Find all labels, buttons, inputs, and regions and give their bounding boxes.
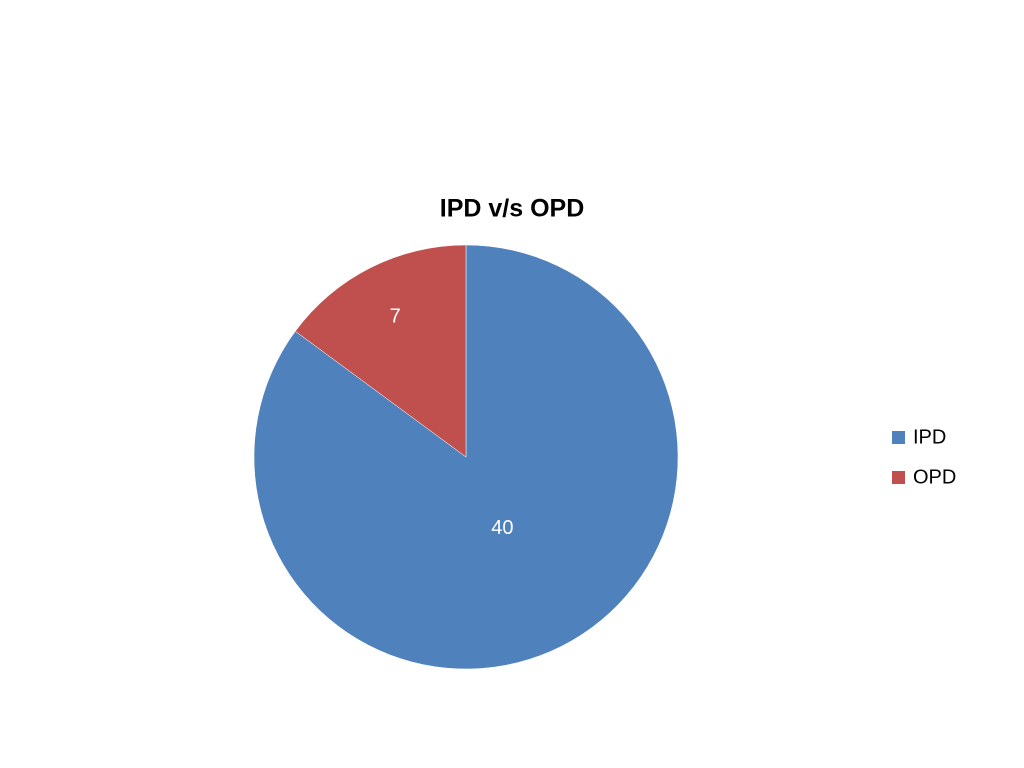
data-label: 40 [491,517,513,539]
data-label: 7 [390,305,401,327]
legend-label: IPD [913,426,946,448]
chart-title: IPD v/s OPD [440,195,585,223]
legend-label: OPD [913,466,956,488]
pie-slice [294,244,467,458]
legend-swatch [892,471,905,484]
legend-swatch [892,431,905,444]
